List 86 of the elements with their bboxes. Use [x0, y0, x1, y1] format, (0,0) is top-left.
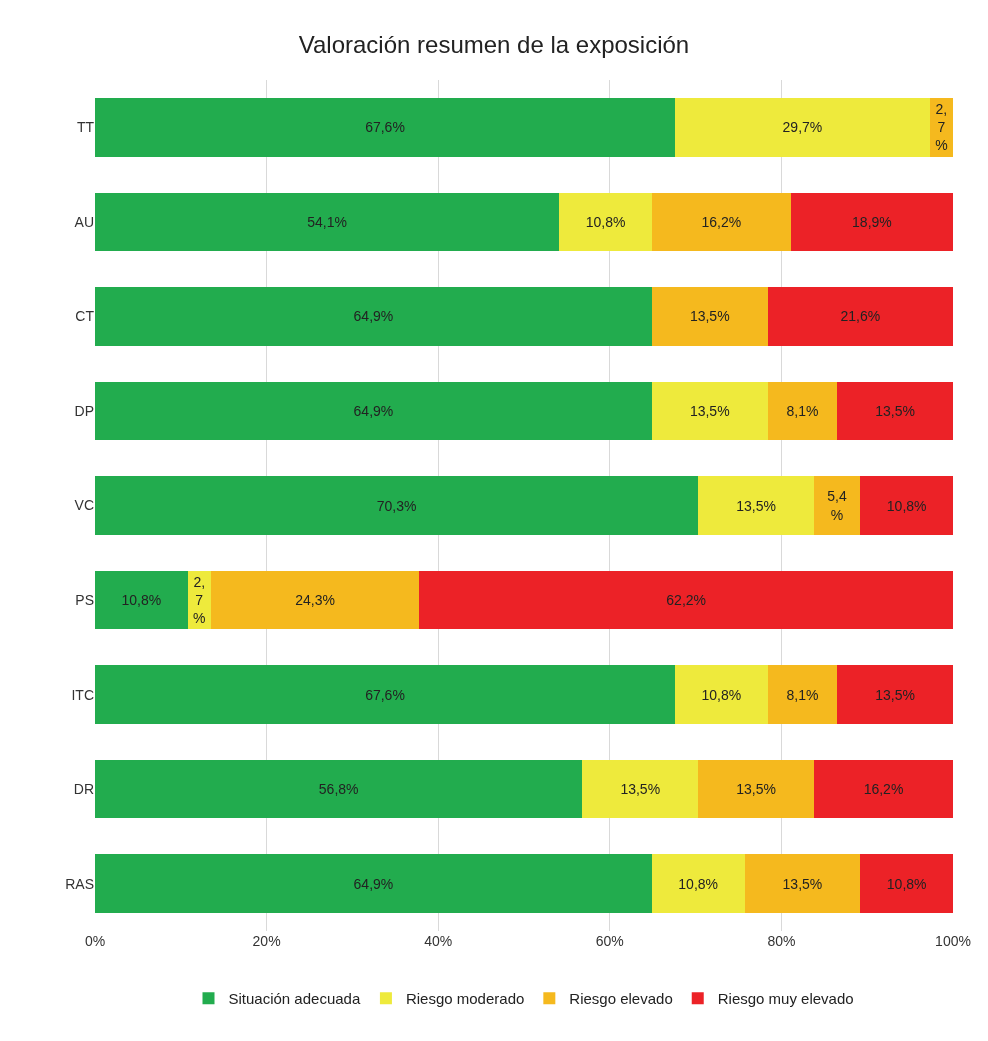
data-label: 29,7%	[782, 119, 823, 136]
y-tick-label: DR	[73, 781, 94, 798]
bar	[95, 570, 188, 630]
y-tick-label: TT	[76, 119, 95, 136]
bar	[837, 381, 953, 441]
data-label: 10,8%	[701, 686, 742, 703]
data-label: 10,8%	[585, 213, 626, 230]
legend-label: Riesgo muy elevado	[717, 990, 854, 1008]
data-label: 13,5%	[875, 402, 915, 419]
data-label: 10,8%	[886, 497, 927, 514]
bar	[419, 570, 953, 630]
x-tick-label: 100%	[935, 933, 971, 949]
bar	[767, 381, 838, 441]
bar	[698, 759, 814, 819]
bar	[95, 854, 652, 914]
data-label: 10,8%	[886, 875, 927, 892]
y-tick-label: ITC	[71, 686, 94, 703]
data-label: 16,2%	[863, 781, 904, 798]
bar	[744, 854, 861, 914]
data-label: 8,1%	[786, 686, 819, 703]
bar	[95, 287, 652, 346]
data-label: 62,2%	[666, 592, 707, 609]
data-label: 67,6%	[365, 119, 405, 136]
data-label: 13,5%	[736, 781, 776, 798]
legend-label: Situación adecuada	[228, 990, 361, 1008]
bar	[651, 381, 768, 441]
chart-title: Valoración resumen de la exposición	[298, 31, 690, 59]
bar	[210, 570, 420, 630]
x-tick-label: 80%	[767, 933, 796, 949]
bar	[95, 192, 560, 252]
data-label: 2,7%	[935, 101, 948, 154]
y-tick-label: AU	[74, 213, 94, 230]
data-label: 70,3%	[376, 497, 417, 514]
data-label: 8,1%	[786, 402, 819, 419]
data-label: 13,5%	[736, 497, 776, 514]
bar	[767, 665, 838, 724]
data-label: 5,4%	[827, 488, 848, 523]
x-tick-label: 20%	[252, 933, 281, 949]
bar	[814, 759, 953, 819]
y-tick-label: DP	[74, 402, 94, 419]
y-tick-label: PS	[75, 591, 94, 608]
bar	[651, 854, 745, 914]
bar	[860, 476, 953, 535]
bar	[837, 665, 953, 724]
data-label: 54,1%	[307, 213, 347, 230]
y-tick-label: RAS	[65, 875, 94, 892]
data-label: 13,5%	[875, 686, 915, 703]
bar	[860, 854, 953, 914]
data-label: 13,5%	[620, 781, 661, 798]
data-label: 13,5%	[689, 402, 730, 419]
data-label: 13,5%	[689, 308, 730, 325]
data-label: 64,9%	[353, 875, 394, 892]
bar	[675, 665, 768, 724]
bar	[767, 287, 953, 346]
bar	[790, 192, 953, 252]
x-tick-label: 60%	[595, 933, 624, 949]
bar	[95, 97, 676, 157]
data-label: 64,9%	[353, 402, 394, 419]
data-label: 10,8%	[678, 875, 719, 892]
data-label: 21,6%	[840, 308, 881, 325]
bar	[95, 476, 699, 535]
bar	[675, 97, 930, 157]
bar	[582, 759, 699, 819]
bar	[651, 192, 791, 252]
data-label: 56,8%	[318, 781, 359, 798]
y-tick-label: CT	[75, 308, 95, 325]
bar	[95, 381, 652, 441]
x-tick-label: 0%	[84, 933, 106, 949]
y-tick-label: VC	[74, 497, 94, 514]
bar	[814, 476, 861, 535]
x-tick-label: 40%	[424, 933, 453, 949]
data-label: 24,3%	[295, 592, 335, 609]
data-label: 64,9%	[353, 308, 394, 325]
data-label: 18,9%	[852, 213, 892, 230]
data-label: 2,7%	[193, 573, 206, 627]
data-label: 67,6%	[365, 686, 405, 703]
bar	[95, 759, 583, 819]
data-label: 13,5%	[782, 875, 823, 892]
data-label: 10,8%	[121, 592, 162, 609]
legend-label: Riesgo elevado	[569, 990, 673, 1008]
legend-label: Riesgo moderado	[405, 990, 525, 1008]
data-label: 16,2%	[701, 213, 742, 230]
bar	[698, 476, 814, 535]
bar	[651, 287, 768, 346]
bar	[559, 192, 652, 252]
bar	[95, 665, 676, 724]
